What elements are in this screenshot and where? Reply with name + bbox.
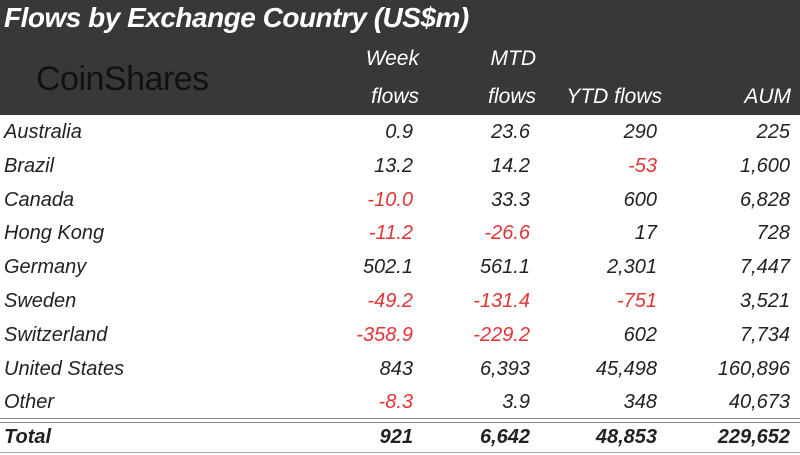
cell-aum: 229,652	[717, 426, 790, 448]
cell-aum: 7,734	[739, 323, 790, 346]
total-divider	[0, 418, 800, 423]
table-row: Australia 0.9 23.6 290 225	[0, 116, 800, 150]
cell-mtd-flows: 23.6	[491, 121, 530, 143]
table-row: Brazil 13.2 14.2 -53 1,600	[0, 150, 800, 184]
cell-mtd-flows: 3.9	[502, 391, 530, 414]
col-header-mtd-1: MTD	[490, 47, 537, 70]
row-label: Total	[4, 426, 52, 448]
cell-week-flows: 13.2	[374, 154, 413, 177]
row-label: Canada	[4, 188, 75, 211]
cell-mtd-flows: 14.2	[491, 154, 530, 177]
cell-mtd-flows: 561.1	[479, 256, 530, 279]
row-label: Switzerland	[4, 323, 108, 346]
cell-ytd-flows: -751	[616, 290, 657, 312]
cell-aum: 160,896	[717, 357, 790, 380]
table-row: Sweden -49.2 -131.4 -751 3,521	[0, 285, 800, 319]
table-row: Other -8.3 3.9 348 40,673	[0, 386, 800, 420]
col-header-aum: AUM	[744, 85, 791, 108]
table-row: Hong Kong -11.2 -26.6 17 728	[0, 217, 800, 251]
cell-mtd-flows: 6,393	[479, 357, 530, 380]
table-title: Flows by Exchange Country (US$m)	[4, 2, 469, 33]
coinshares-logo: CoinShares	[36, 60, 209, 98]
col-header-mtd-2: flows	[488, 85, 536, 108]
cell-ytd-flows: 348	[623, 391, 657, 414]
row-label: Sweden	[4, 290, 77, 312]
col-header-ytd: YTD flows	[566, 85, 662, 108]
cell-week-flows: -358.9	[356, 323, 413, 346]
cell-ytd-flows: 2,301	[606, 256, 657, 279]
table-row: Germany 502.1 561.1 2,301 7,447	[0, 251, 800, 285]
bottom-divider	[0, 452, 800, 453]
table-row: Switzerland -358.9 -229.2 602 7,734	[0, 319, 800, 353]
table-header: Flows by Exchange Country (US$m) CoinSha…	[0, 0, 800, 115]
row-label: Germany	[4, 256, 87, 279]
cell-week-flows: 843	[379, 357, 413, 380]
cell-aum: 6,828	[739, 188, 790, 211]
row-label: United States	[4, 357, 125, 380]
cell-aum: 7,447	[739, 256, 790, 279]
cell-week-flows: 502.1	[362, 256, 413, 279]
cell-ytd-flows: 290	[623, 121, 657, 143]
cell-aum: 3,521	[739, 290, 790, 312]
table-row: Canada -10.0 33.3 600 6,828	[0, 184, 800, 218]
cell-mtd-flows: 33.3	[491, 188, 530, 211]
cell-ytd-flows: 602	[623, 323, 657, 346]
cell-aum: 40,673	[728, 391, 790, 414]
cell-mtd-flows: -229.2	[473, 323, 530, 346]
cell-mtd-flows: 6,642	[479, 426, 530, 448]
cell-week-flows: 921	[379, 426, 413, 448]
row-label: Brazil	[4, 154, 55, 177]
cell-ytd-flows: 48,853	[595, 426, 657, 448]
col-header-week-1: Week	[365, 47, 419, 70]
cell-mtd-flows: -131.4	[473, 290, 530, 312]
cell-mtd-flows: -26.6	[484, 222, 530, 245]
cell-week-flows: -10.0	[367, 188, 413, 211]
cell-week-flows: 0.9	[385, 121, 413, 143]
cell-week-flows: -8.3	[378, 391, 413, 414]
cell-aum: 1,600	[739, 154, 790, 177]
row-label: Other	[4, 391, 55, 414]
row-label: Australia	[4, 121, 82, 143]
cell-ytd-flows: 17	[634, 222, 657, 245]
table-row: United States 843 6,393 45,498 160,896	[0, 353, 800, 387]
cell-week-flows: -11.2	[368, 222, 413, 245]
cell-week-flows: -49.2	[367, 290, 413, 312]
cell-ytd-flows: 45,498	[595, 357, 657, 380]
cell-aum: 728	[756, 222, 790, 245]
cell-aum: 225	[756, 121, 790, 143]
cell-ytd-flows: 600	[623, 188, 657, 211]
col-header-week-2: flows	[371, 85, 419, 108]
row-label: Hong Kong	[4, 222, 105, 245]
cell-ytd-flows: -53	[628, 154, 657, 177]
total-row: Total 921 6,642 48,853 229,652	[0, 421, 800, 455]
